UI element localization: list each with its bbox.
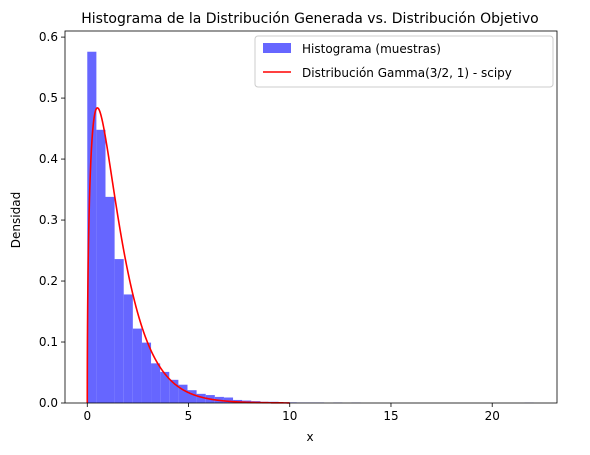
x-tick-label: 20 <box>485 409 500 423</box>
chart-title: Histograma de la Distribución Generada v… <box>81 11 539 27</box>
legend-histogram-swatch <box>263 43 291 53</box>
y-axis-ticks: 0.0 0.1 0.2 0.3 0.4 0.5 0.6 <box>39 30 65 410</box>
x-tick-label: 10 <box>282 409 297 423</box>
histogram-bar <box>141 342 152 403</box>
histogram-bar <box>178 384 188 403</box>
histogram-bar <box>160 371 170 403</box>
y-tick-label: 0.6 <box>39 30 58 44</box>
histogram-bar <box>187 390 197 403</box>
histogram-bar <box>169 379 179 403</box>
histogram-bar <box>151 363 161 403</box>
plot-area <box>64 30 558 404</box>
histogram-bar <box>132 328 142 403</box>
legend-gamma-label: Distribución Gamma(3/2, 1) - scipy <box>302 66 512 80</box>
y-tick-label: 0.2 <box>39 274 58 288</box>
x-tick-label: 0 <box>83 409 91 423</box>
x-tick-label: 15 <box>383 409 398 423</box>
histogram-bars <box>87 51 534 403</box>
x-axis-ticks: 0 5 10 15 20 <box>83 403 500 423</box>
histogram-bar <box>114 259 124 403</box>
legend-box <box>254 35 554 88</box>
histogram-bar <box>87 51 97 403</box>
histogram-bar <box>123 294 133 403</box>
legend-histogram-label: Histograma (muestras) <box>302 42 441 56</box>
y-tick-label: 0.0 <box>39 396 58 410</box>
y-axis-label: Densidad <box>9 192 23 248</box>
y-tick-label: 0.4 <box>39 152 58 166</box>
x-tick-label: 5 <box>185 409 193 423</box>
histogram-bar <box>196 393 206 403</box>
gamma-line <box>86 107 290 404</box>
x-axis-label: x <box>306 430 313 444</box>
legend: Histograma (muestras) Distribución Gamma… <box>254 35 554 88</box>
y-tick-label: 0.3 <box>39 213 58 227</box>
axes-frame <box>64 30 558 404</box>
y-tick-label: 0.1 <box>39 335 58 349</box>
histogram-bar <box>223 397 234 403</box>
histogram-bar <box>105 196 115 403</box>
y-tick-label: 0.5 <box>39 91 58 105</box>
histogram-bar <box>96 129 106 403</box>
